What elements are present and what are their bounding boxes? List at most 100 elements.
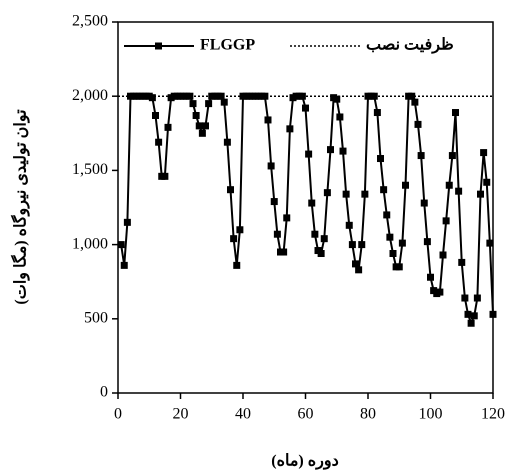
data-point [220, 98, 228, 106]
legend-label: ظرفیت نصب [366, 37, 454, 55]
data-point [355, 266, 363, 274]
data-point [342, 190, 350, 198]
x-tick-label: 120 [481, 406, 505, 423]
data-point [473, 294, 481, 302]
data-point [336, 113, 344, 121]
data-point [452, 109, 459, 117]
data-point [458, 258, 466, 266]
legend-marker [155, 42, 162, 50]
data-point [155, 138, 163, 146]
data-point [427, 273, 434, 281]
data-point [280, 248, 288, 256]
data-point [345, 221, 353, 229]
data-point [445, 181, 453, 189]
data-point [323, 189, 331, 197]
data-point [373, 109, 381, 117]
data-point [470, 312, 478, 320]
data-point [448, 152, 456, 160]
data-point [423, 238, 431, 246]
data-point [270, 198, 278, 206]
y-tick-label: 2,000 [72, 87, 108, 104]
x-tick-label: 0 [114, 406, 122, 423]
data-point [320, 235, 328, 243]
data-point [205, 100, 213, 108]
y-tick-label: 0 [100, 384, 108, 401]
data-point [383, 211, 391, 219]
data-point [189, 100, 197, 108]
data-point [261, 92, 269, 100]
x-tick-label: 60 [298, 406, 314, 423]
data-point [411, 98, 419, 106]
data-point [420, 199, 428, 207]
data-point [389, 250, 397, 258]
data-point [352, 260, 359, 268]
y-tick-label: 1,500 [72, 161, 108, 178]
data-point [480, 149, 488, 157]
data-point [152, 111, 159, 119]
data-point [202, 122, 209, 130]
data-point [264, 116, 272, 124]
data-point [161, 172, 169, 180]
x-tick-label: 100 [419, 406, 443, 423]
data-point [442, 217, 450, 225]
y-tick-label: 500 [84, 309, 108, 326]
data-point [395, 263, 403, 271]
y-tick-label: 2,500 [72, 13, 108, 30]
x-tick-label: 80 [360, 406, 376, 423]
data-point [436, 288, 444, 296]
data-point [358, 241, 366, 249]
data-point [486, 239, 494, 247]
data-point [148, 94, 156, 102]
data-point [398, 239, 406, 247]
data-point [186, 92, 194, 100]
data-point [455, 187, 463, 195]
data-point [489, 310, 497, 318]
data-point [120, 261, 128, 269]
data-point [286, 125, 294, 133]
data-point [348, 241, 356, 249]
data-point [283, 214, 291, 222]
data-point [467, 319, 475, 327]
data-point [195, 122, 203, 130]
y-axis-label: توان تولیدی نیروگاه (مگا وات) [11, 109, 31, 305]
data-point [217, 92, 225, 100]
data-point [223, 138, 231, 146]
data-point [230, 235, 238, 243]
data-point [402, 181, 409, 189]
data-point [414, 120, 422, 128]
data-point [267, 162, 275, 170]
y-tick-label: 1,000 [72, 235, 108, 252]
data-point [464, 310, 472, 318]
data-point [333, 95, 341, 103]
x-tick-label: 40 [235, 406, 251, 423]
x-axis-label: دوره (ماه) [271, 453, 338, 471]
x-tick-label: 20 [173, 406, 189, 423]
data-point [477, 190, 484, 198]
plot-frame [117, 21, 494, 394]
legend-label: FLGGP [200, 37, 255, 54]
data-point [386, 233, 394, 241]
data-point [305, 150, 313, 158]
data-point [236, 226, 244, 234]
data-point [192, 111, 200, 119]
data-point [302, 104, 309, 112]
data-point [461, 294, 469, 302]
data-point [361, 190, 369, 198]
data-point [377, 155, 384, 163]
data-point [317, 250, 325, 258]
data-point [327, 146, 334, 154]
data-point [439, 251, 447, 259]
data-point [311, 230, 319, 238]
data-point [417, 152, 425, 160]
data-point [308, 199, 316, 207]
data-point [227, 186, 234, 194]
data-point [198, 129, 206, 137]
data-point [117, 241, 125, 249]
data-point [233, 261, 241, 269]
data-point [483, 178, 491, 186]
data-point [123, 218, 131, 226]
data-point [380, 186, 388, 194]
data-point [273, 230, 281, 238]
data-point [339, 147, 347, 155]
